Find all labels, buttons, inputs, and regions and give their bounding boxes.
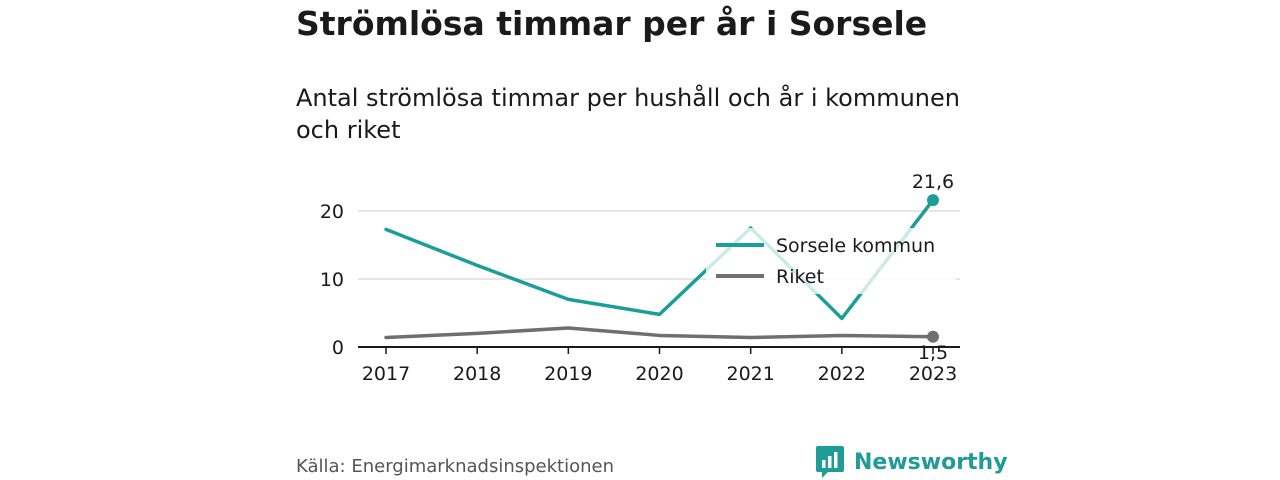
- bar-chart-logo-icon: [816, 446, 844, 478]
- chart-subtitle: Antal strömlösa timmar per hushåll och å…: [296, 84, 960, 144]
- x-tick-label: 2021: [726, 363, 774, 385]
- end-point-sorsele-kommun: [927, 194, 939, 207]
- x-tick-label: 2019: [544, 363, 592, 385]
- x-tick-label: 2022: [818, 363, 866, 385]
- y-tick-label: 10: [320, 269, 344, 291]
- x-tick-label: 2023: [909, 363, 957, 385]
- series-line-riket: [384, 326, 935, 340]
- legend-label: Riket: [776, 266, 824, 288]
- chart-title: Strömlösa timmar per år i Sorsele: [296, 4, 928, 43]
- end-value-label: 21,6: [912, 171, 954, 193]
- brand-name: Newsworthy: [854, 449, 1008, 475]
- legend-background: [706, 228, 956, 294]
- x-tick-label: 2018: [453, 363, 501, 385]
- y-tick-label: 20: [320, 201, 344, 223]
- series-line-sorsele-kommun: [384, 198, 935, 321]
- y-tick-label: 0: [332, 337, 344, 359]
- end-point-riket: [927, 330, 939, 343]
- x-tick-label: 2020: [635, 363, 683, 385]
- newsworthy-logo: Newsworthy: [816, 446, 1008, 478]
- x-tick-label: 2017: [362, 363, 410, 385]
- source-note: Källa: Energimarknadsinspektionen: [296, 456, 615, 477]
- end-value-label: 1,5: [918, 342, 948, 364]
- legend-label: Sorsele kommun: [776, 235, 935, 257]
